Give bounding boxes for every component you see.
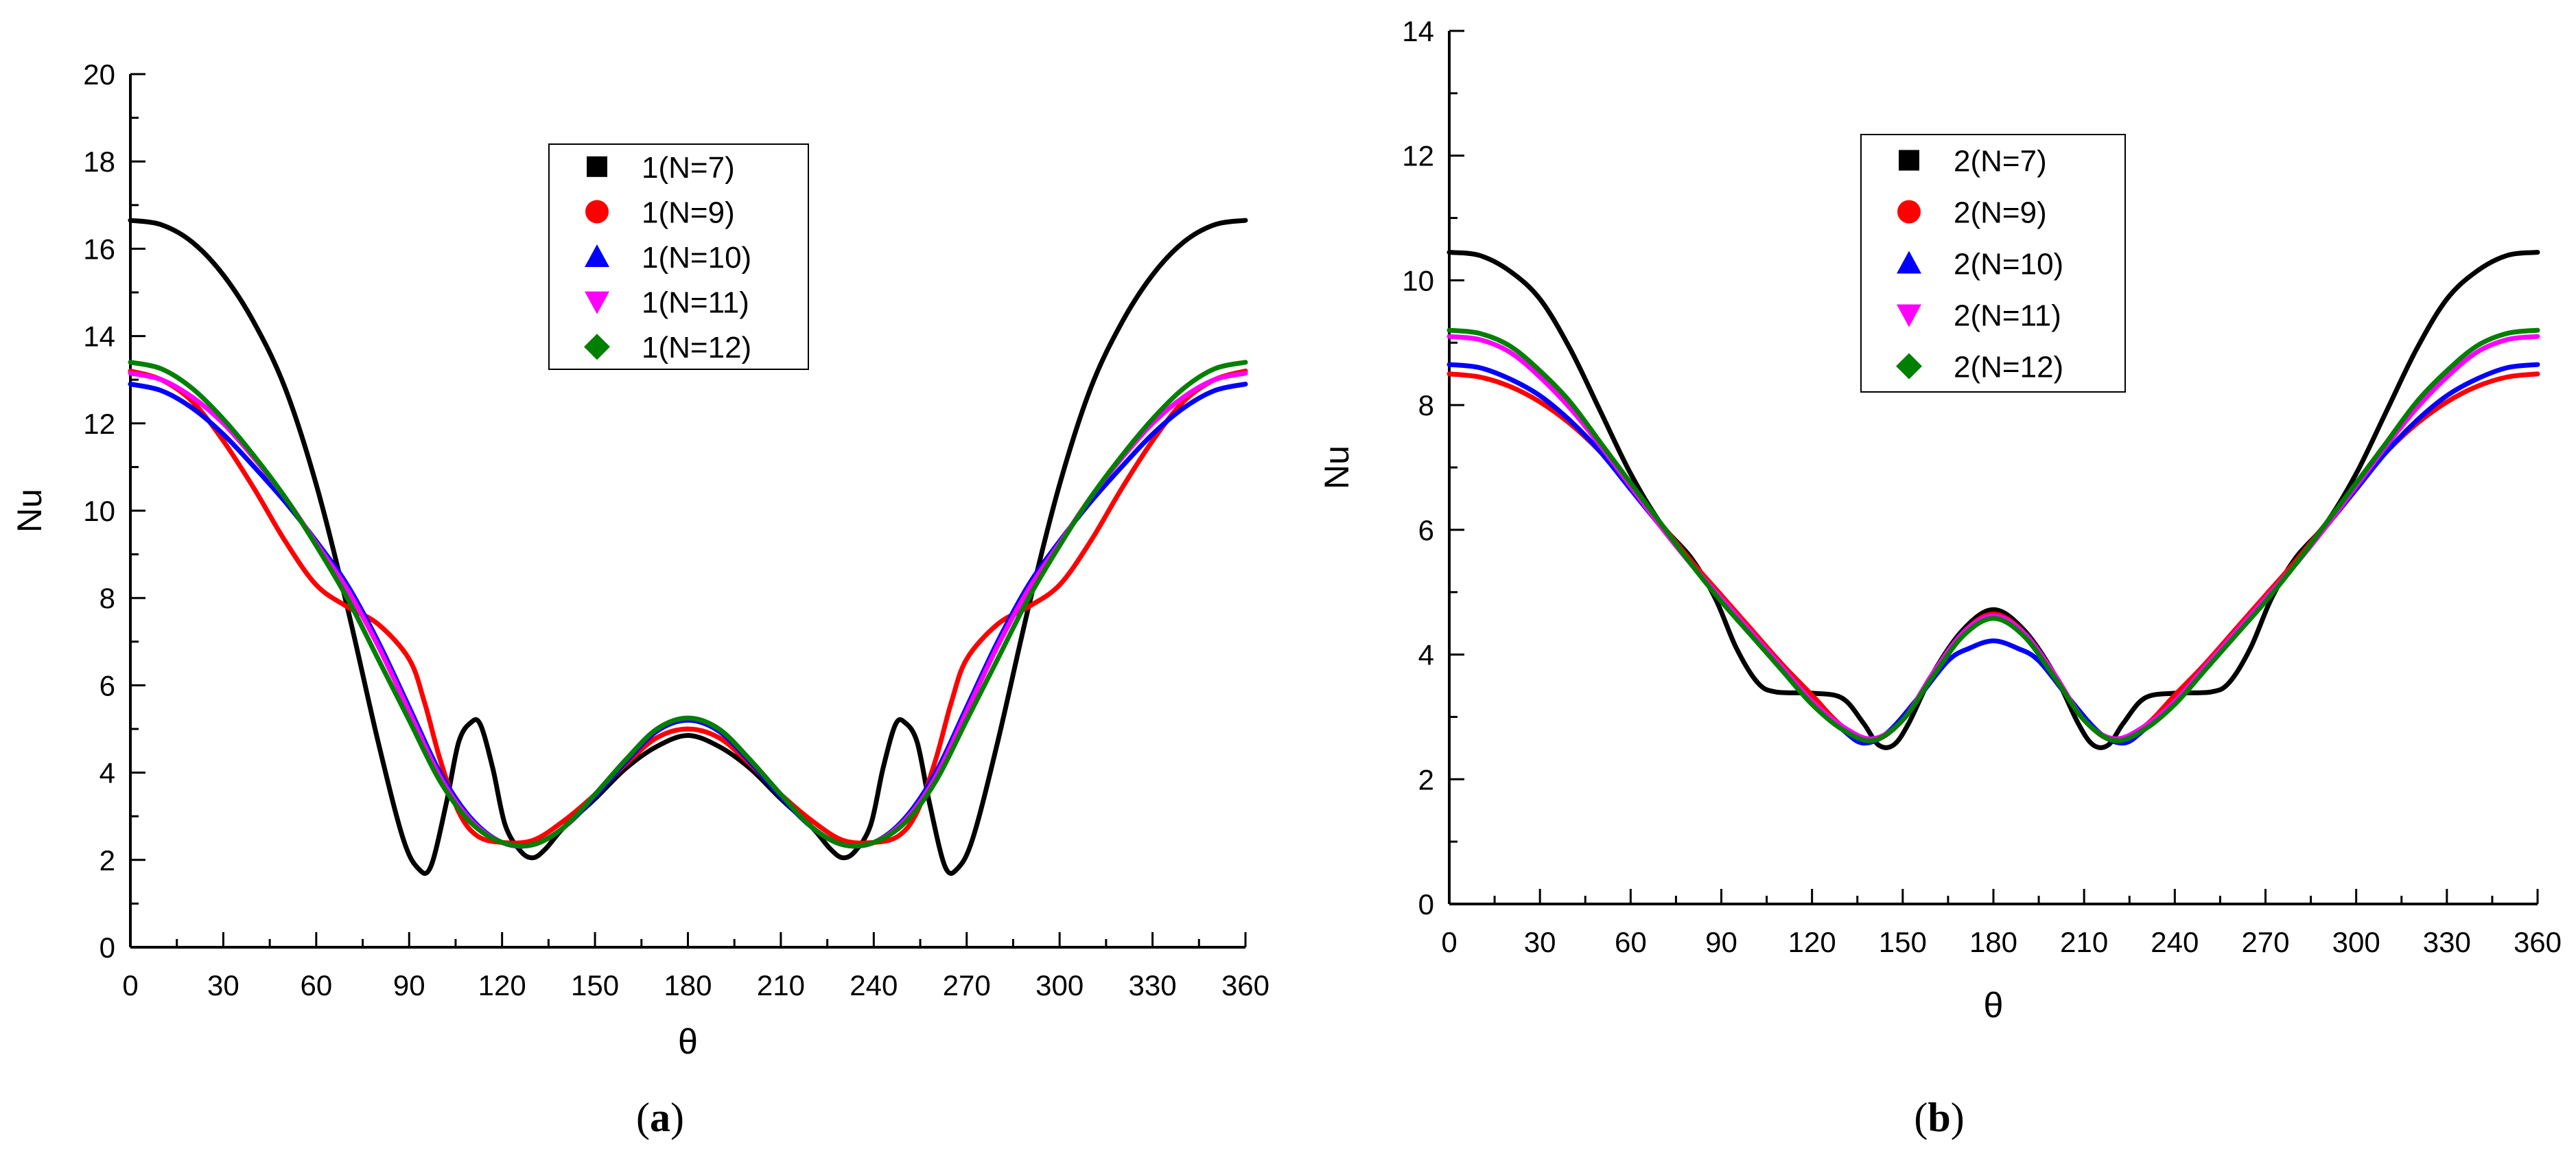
y-tick-label: 4 — [1418, 639, 1434, 671]
y-tick-label: 10 — [1402, 264, 1434, 297]
x-tick-label: 0 — [122, 969, 138, 1001]
series-line-1(N=12) — [128, 360, 1248, 849]
y-tick-label: 16 — [83, 233, 115, 265]
legend-entry-label: 1(N=9) — [642, 196, 735, 229]
legend-entry-label: 2(N=9) — [1954, 196, 2047, 230]
x-tick-label: 210 — [757, 969, 805, 1001]
x-tick-label: 60 — [300, 969, 332, 1001]
y-tick-label: 14 — [83, 321, 115, 353]
x-tick-label: 120 — [1788, 926, 1836, 958]
y-tick-label: 6 — [1418, 514, 1434, 546]
x-tick-label: 300 — [2332, 926, 2380, 958]
legend-entry-label: 2(N=11) — [1954, 299, 2061, 333]
x-tick-label: 60 — [1615, 926, 1647, 958]
legend-marker — [1899, 150, 1919, 171]
y-tick-label: 8 — [99, 582, 115, 614]
legend-entry-label: 1(N=11) — [642, 286, 749, 320]
y-tick-label: 2 — [1418, 763, 1434, 796]
legend: 2(N=7) 2(N=9) 2(N=10) 2(N=11) 2(N=12) — [1860, 134, 2126, 393]
y-tick-label: 6 — [99, 669, 115, 702]
y-tick-label: 0 — [1418, 888, 1434, 920]
x-tick-label: 90 — [1705, 926, 1737, 958]
x-tick-label: 30 — [207, 969, 239, 1001]
y-axis-label: Nu — [1318, 445, 1356, 489]
legend-marker — [585, 291, 609, 314]
x-tick-label: 270 — [2241, 926, 2289, 958]
y-tick-label: 0 — [99, 931, 115, 964]
series-line-1(N=7) — [128, 218, 1248, 876]
legend-marker — [585, 244, 609, 267]
legend-entry-label: 2(N=10) — [1954, 248, 2063, 281]
legend-marker — [1897, 200, 1921, 224]
x-tick-label: 330 — [1129, 969, 1177, 1001]
y-axis-label: Nu — [10, 489, 49, 533]
chart-panel-b: 0 30 60 90 120 150 180 210 240 270 300 330 360 0 2 4 6 8 1… — [1318, 15, 2562, 1140]
legend-marker — [1897, 251, 1921, 274]
chart-panel-a: 0 30 60 90 120 150 180 210 240 270 300 330 360 0 2 4 6 8 1… — [10, 58, 1269, 1140]
legend-entry-label: 2(N=7) — [1954, 145, 2047, 178]
y-tick-label: 4 — [99, 757, 115, 789]
x-tick-label: 0 — [1441, 926, 1457, 958]
legend-marker — [584, 334, 610, 360]
legend-marker — [1897, 304, 1921, 327]
x-tick-label: 330 — [2423, 926, 2471, 958]
x-tick-label: 180 — [664, 969, 712, 1001]
legend-marker — [587, 156, 607, 177]
legend: 1(N=7) 1(N=9) 1(N=10) 1(N=11) 1(N=12) — [548, 143, 809, 370]
y-tick-label: 12 — [1402, 140, 1434, 172]
x-tick-label: 120 — [478, 969, 526, 1001]
x-tick-label: 300 — [1035, 969, 1084, 1001]
x-tick-label: 150 — [1879, 926, 1927, 958]
y-tick-label: 8 — [1418, 389, 1434, 421]
x-tick-label: 240 — [850, 969, 898, 1001]
legend-entry-label: 1(N=7) — [642, 151, 735, 185]
x-tick-label: 180 — [1969, 926, 2017, 958]
series-line-1(N=9) — [128, 368, 1248, 846]
legend-marker — [585, 200, 609, 224]
legend-entry-label: 1(N=12) — [642, 331, 751, 364]
y-tick-label: 2 — [99, 844, 115, 877]
y-tick-label: 18 — [83, 146, 115, 178]
y-tick-label: 14 — [1402, 15, 1434, 47]
x-tick-label: 270 — [943, 969, 991, 1001]
legend-entry-label: 1(N=10) — [642, 241, 751, 275]
y-tick-label: 10 — [83, 495, 115, 527]
panel-letter: b — [1928, 1095, 1950, 1140]
y-tick-label: 12 — [83, 408, 115, 440]
x-axis-label: θ — [678, 1022, 698, 1062]
x-tick-label: 210 — [2060, 926, 2108, 958]
y-tick-label: 20 — [83, 58, 115, 91]
x-tick-label: 90 — [393, 969, 425, 1001]
panel-letter: a — [650, 1095, 670, 1140]
x-tick-label: 360 — [2514, 926, 2562, 958]
series-line-2(N=12) — [1447, 327, 2540, 743]
panel-label: (a) — [636, 1095, 684, 1140]
panel-label: (b) — [1914, 1095, 1964, 1140]
legend-marker — [1896, 353, 1922, 380]
x-axis-label: θ — [1984, 986, 2004, 1025]
x-tick-label: 360 — [1221, 969, 1269, 1001]
legend-entry-label: 2(N=12) — [1954, 351, 2063, 384]
x-tick-label: 240 — [2151, 926, 2199, 958]
x-tick-label: 30 — [1524, 926, 1556, 958]
x-tick-label: 150 — [571, 969, 619, 1001]
